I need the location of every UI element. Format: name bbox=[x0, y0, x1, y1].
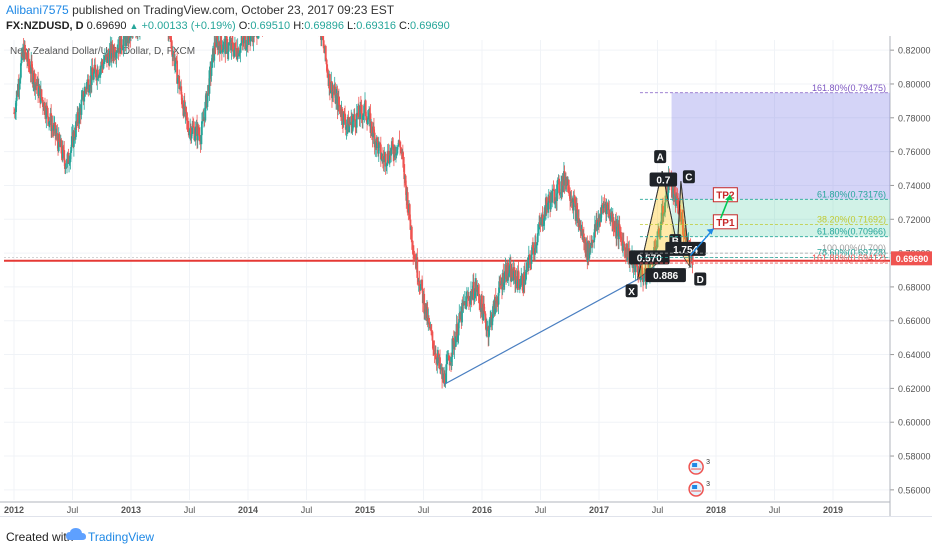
target-label: TP1 bbox=[716, 218, 735, 229]
y-tick-label: 0.66000 bbox=[898, 316, 931, 326]
published-text: published on TradingView.com, October 23… bbox=[72, 3, 394, 17]
candle-body bbox=[367, 120, 369, 124]
x-tick-label: Jul bbox=[184, 505, 196, 515]
x-tick-label: 2013 bbox=[121, 505, 141, 515]
candle-body bbox=[339, 105, 341, 107]
candle-body bbox=[220, 36, 222, 45]
y-tick-label: 0.72000 bbox=[898, 215, 931, 225]
candle-body bbox=[428, 318, 430, 323]
y-tick-label: 0.64000 bbox=[898, 350, 931, 360]
candle-body bbox=[537, 233, 539, 242]
candle-body bbox=[185, 107, 187, 112]
open-label: O: bbox=[239, 20, 251, 32]
x-tick-label: 2012 bbox=[4, 505, 24, 515]
symbol-label[interactable]: FX:NZDUSD, D bbox=[6, 20, 84, 32]
low-value: 0.69316 bbox=[356, 20, 396, 32]
x-tick-label: 2016 bbox=[472, 505, 492, 515]
chart-title: New Zealand Dollar/U.S. Dollar, D, FXCM bbox=[10, 46, 195, 57]
candle-body bbox=[551, 191, 553, 203]
candle-body bbox=[83, 97, 85, 102]
y-tick-label: 0.76000 bbox=[898, 147, 931, 157]
close-value: 0.69690 bbox=[410, 20, 450, 32]
fib-level-label: 38.20%(0.71692) bbox=[817, 215, 886, 225]
fib-level-label: 61.80%(0.73176) bbox=[817, 189, 886, 199]
candle-body bbox=[41, 89, 43, 98]
last-price: 0.69690 bbox=[87, 20, 127, 32]
candle-body bbox=[354, 114, 356, 120]
price-chart[interactable]: 0.820000.800000.780000.760000.740000.720… bbox=[0, 36, 932, 516]
x-tick-label: Jul bbox=[769, 505, 781, 515]
event-count: 3 bbox=[706, 481, 710, 488]
x-tick-label: 2019 bbox=[823, 505, 843, 515]
candle-body bbox=[411, 227, 413, 243]
y-tick-label: 0.60000 bbox=[898, 418, 931, 428]
x-tick-label: 2015 bbox=[355, 505, 375, 515]
publish-info: Alibani7575 published on TradingView.com… bbox=[6, 3, 394, 17]
y-tick-label: 0.78000 bbox=[898, 113, 931, 123]
created-with-text: Created with bbox=[6, 530, 73, 544]
high-value: 0.69896 bbox=[304, 20, 344, 32]
symbol-row: FX:NZDUSD, D 0.69690 ▲ +0.00133 (+0.19%)… bbox=[6, 20, 450, 32]
x-tick-label: Jul bbox=[535, 505, 547, 515]
ratio-label: 0.7 bbox=[656, 176, 670, 187]
y-tick-label: 0.58000 bbox=[898, 452, 931, 462]
y-tick-label: 0.74000 bbox=[898, 181, 931, 191]
close-label: C: bbox=[399, 20, 410, 32]
candle-body bbox=[421, 280, 423, 289]
ratio-label: 0.886 bbox=[653, 271, 678, 282]
y-tick-label: 0.62000 bbox=[898, 384, 931, 394]
fib-level-label: 161.80%(0.79475) bbox=[812, 83, 886, 93]
tradingview-link[interactable]: TradingView bbox=[88, 530, 154, 544]
pattern-point-label: D bbox=[697, 275, 704, 286]
y-tick-label: 0.56000 bbox=[898, 485, 931, 495]
pattern-point-label: C bbox=[685, 173, 692, 184]
candle-body bbox=[47, 108, 49, 117]
last-price-tag-label: 0.69690 bbox=[896, 254, 929, 264]
x-tick-label: Jul bbox=[652, 505, 664, 515]
x-tick-label: 2014 bbox=[238, 505, 258, 515]
high-label: H: bbox=[293, 20, 304, 32]
author-link[interactable]: Alibani7575 bbox=[6, 3, 69, 17]
pattern-point-label: A bbox=[657, 153, 664, 164]
y-tick-label: 0.80000 bbox=[898, 79, 931, 89]
candle-body bbox=[81, 100, 83, 115]
y-tick-label: 0.68000 bbox=[898, 282, 931, 292]
flag-canton bbox=[692, 485, 697, 489]
x-tick-label: Jul bbox=[301, 505, 313, 515]
footer: Created with TradingView bbox=[0, 516, 932, 551]
candle-body bbox=[432, 332, 434, 341]
x-tick-label: Jul bbox=[67, 505, 79, 515]
low-label: L: bbox=[347, 20, 356, 32]
x-tick-label: Jul bbox=[418, 505, 430, 515]
candle-body bbox=[222, 50, 224, 53]
x-tick-label: 2018 bbox=[706, 505, 726, 515]
open-value: 0.69510 bbox=[250, 20, 290, 32]
price-change: +0.00133 (+0.19%) bbox=[141, 20, 235, 32]
header-bar: Alibani7575 published on TradingView.com… bbox=[0, 0, 932, 36]
candle-body bbox=[325, 46, 327, 59]
up-arrow-icon: ▲ bbox=[130, 21, 139, 31]
candle-body bbox=[531, 255, 533, 264]
fib-level-label: 161.80%(0.69412) bbox=[812, 253, 886, 263]
pattern-point-label: X bbox=[628, 287, 635, 298]
x-tick-label: 2017 bbox=[589, 505, 609, 515]
flag-canton bbox=[692, 463, 697, 467]
event-count: 3 bbox=[706, 459, 710, 466]
fib-level-label: 61.80%(0.70966) bbox=[817, 227, 886, 237]
y-tick-label: 0.82000 bbox=[898, 46, 931, 56]
candle-body bbox=[211, 68, 213, 76]
target-zone-upper bbox=[672, 93, 890, 200]
tradingview-cloud-icon bbox=[66, 528, 86, 547]
